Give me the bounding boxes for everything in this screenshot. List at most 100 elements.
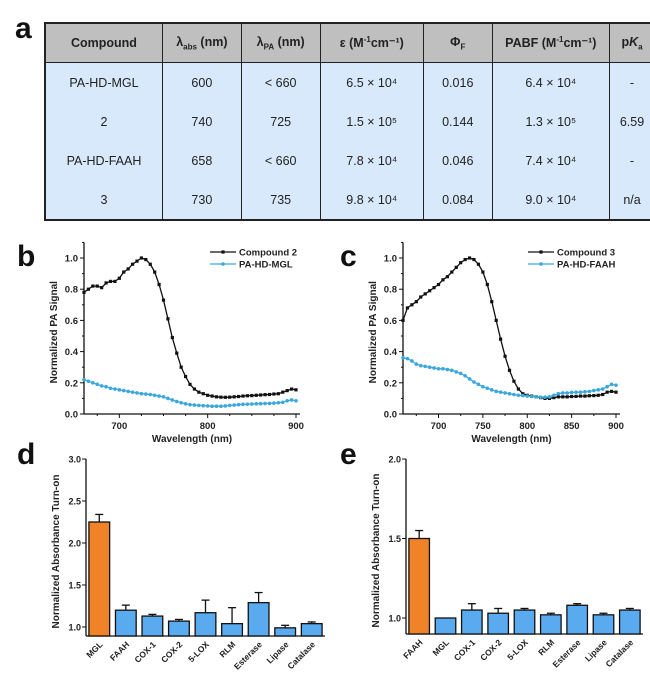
data-point [223, 395, 227, 399]
data-point [157, 282, 161, 287]
data-point [521, 393, 525, 398]
legend-marker [539, 262, 543, 266]
x-tick-label: FAAH [401, 637, 424, 660]
y-tick-label: 1.5 [68, 581, 81, 591]
y-tick-label: 1.5 [388, 534, 401, 544]
data-point [414, 300, 418, 304]
data-point [117, 388, 122, 392]
data-point [113, 387, 117, 391]
y-tick-label: 0.2 [384, 378, 397, 389]
x-tick-label: MGL [430, 637, 450, 657]
table-cell: - [609, 141, 650, 180]
table-cell: 7.8 × 10⁴ [319, 141, 424, 180]
chart-c: 0.0 0.2 0.4 0.6 0.8 1.0 700 750 800 850 900 Wavelen… [368, 241, 624, 445]
data-point [166, 317, 170, 321]
data-point [153, 270, 157, 274]
table-cell: 3 [43, 180, 163, 221]
x-tick-label: 800 [519, 421, 535, 432]
table-cell: 9.8 × 10⁴ [319, 180, 424, 221]
y-tick-label: 0.4 [65, 347, 79, 358]
x-tick-label: RLM [536, 637, 556, 657]
y-tick-label: 2.5 [68, 497, 81, 507]
data-point [210, 404, 214, 409]
data-point [534, 395, 538, 399]
data-point [179, 365, 183, 369]
bar-esterase [247, 601, 270, 637]
data-point [139, 256, 144, 260]
data-point [161, 395, 166, 399]
table-cell: 7.4 × 10⁴ [491, 141, 611, 180]
data-point [100, 286, 104, 290]
data-point [254, 393, 258, 397]
data-point [250, 402, 254, 406]
data-point [423, 364, 427, 369]
table-cell: 6.59 [609, 102, 650, 141]
data-point [489, 388, 494, 392]
series-line-compound-3 [402, 257, 617, 400]
table-cell: n/a [609, 180, 650, 221]
data-point [135, 391, 139, 395]
data-point [161, 298, 166, 302]
table-row: PA-HD-MGL 600 < 660 6.5 × 10⁴ 0.016 6.4 × 10⁴… [43, 62, 650, 102]
bar-mgl [434, 617, 457, 635]
table-cell: 725 [240, 102, 321, 141]
bar-rlm [539, 614, 562, 635]
x-tick-label: 750 [475, 421, 491, 432]
data-point [561, 395, 565, 399]
data-point [459, 261, 463, 265]
y-tick-label: 1.0 [384, 254, 397, 265]
table-cell: 1.3 × 10⁵ [491, 102, 611, 141]
data-point [552, 396, 556, 400]
legend-marker [539, 250, 543, 254]
data-point [192, 403, 197, 407]
legend-label: PA-HD-FAAH [557, 260, 616, 271]
data-point [609, 389, 614, 393]
data-point [516, 387, 520, 391]
data-point [170, 398, 175, 402]
data-point [507, 368, 512, 372]
table-cell: 735 [240, 180, 321, 221]
data-point [463, 257, 467, 262]
data-point [206, 393, 210, 397]
y-tick-label: 2.0 [68, 539, 81, 549]
data-point [263, 401, 267, 406]
table-cell: 6.5 × 10⁴ [319, 62, 424, 102]
data-point [126, 389, 130, 394]
x-tick-label: 700 [431, 421, 447, 432]
data-point [236, 402, 241, 407]
data-point [419, 295, 423, 299]
data-point [82, 377, 86, 382]
data-point [583, 390, 587, 394]
data-point [601, 392, 605, 397]
data-point [241, 402, 245, 407]
data-point [263, 393, 267, 397]
table-cell: 658 [161, 141, 242, 180]
x-tick-label: MGL [84, 639, 104, 659]
data-point [91, 284, 95, 288]
data-point [139, 391, 144, 396]
data-point [454, 370, 459, 374]
data-point [166, 396, 170, 401]
data-point [614, 383, 618, 387]
table-cell: < 660 [240, 62, 321, 102]
bar-catalase [300, 622, 323, 637]
data-point [578, 394, 583, 398]
data-point [476, 262, 481, 266]
table-cell: 0.016 [422, 62, 493, 102]
data-point [565, 391, 569, 395]
bar-esterase [566, 604, 589, 635]
data-point [241, 394, 245, 398]
data-point [596, 393, 600, 397]
panel-label-a: a [15, 12, 32, 45]
data-point [507, 391, 512, 396]
x-tick-label: 900 [608, 421, 624, 432]
panel-label-e: e [340, 438, 357, 471]
data-point [157, 394, 161, 398]
data-point [289, 387, 294, 391]
data-point [410, 359, 414, 363]
data-point [609, 382, 614, 387]
data-point [436, 282, 441, 287]
data-point [467, 377, 472, 381]
data-point [481, 270, 485, 274]
data-point [445, 367, 450, 372]
